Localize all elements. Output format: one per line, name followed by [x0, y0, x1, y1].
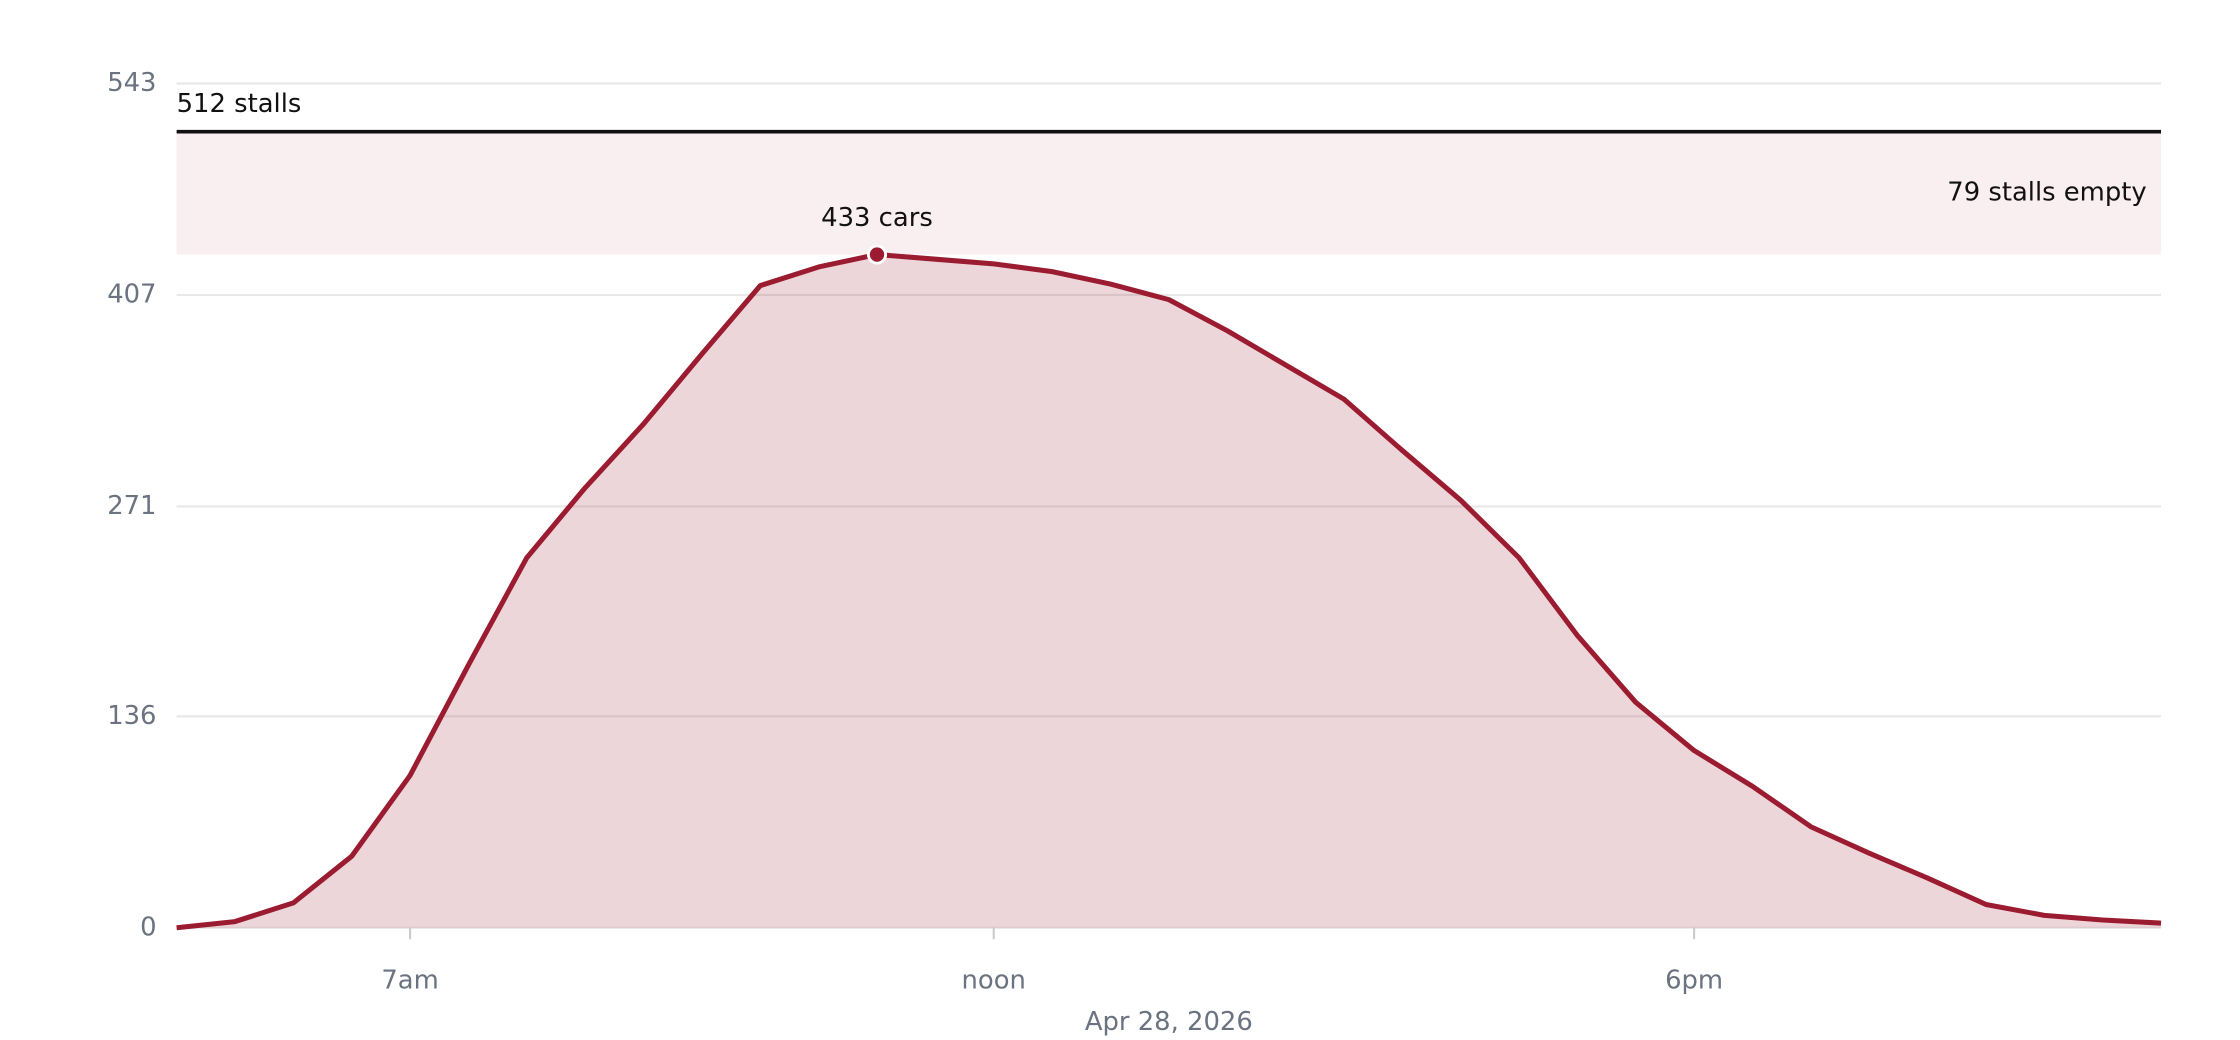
x-tick-label: noon — [962, 965, 1026, 995]
area — [176, 254, 2162, 928]
line — [176, 252, 2162, 931]
y-tick-label: 271 — [107, 491, 156, 521]
x-tick-label: 7am — [381, 965, 438, 995]
y-tick-label: 407 — [107, 279, 156, 309]
peak-label: 433 cars — [821, 203, 933, 233]
capacity-label: 512 stalls — [177, 89, 302, 119]
x-axis-label: Apr 28, 2026 — [1085, 1007, 1253, 1037]
y-tick-label: 543 — [107, 68, 156, 98]
peak-marker — [866, 244, 888, 265]
empty-label: 79 stalls empty — [1947, 178, 2146, 208]
y-tick-label: 136 — [107, 701, 156, 731]
y-tick-label: 0 — [140, 912, 156, 942]
x-tick-label: 6pm — [1665, 965, 1723, 995]
empty-band — [176, 131, 2162, 255]
